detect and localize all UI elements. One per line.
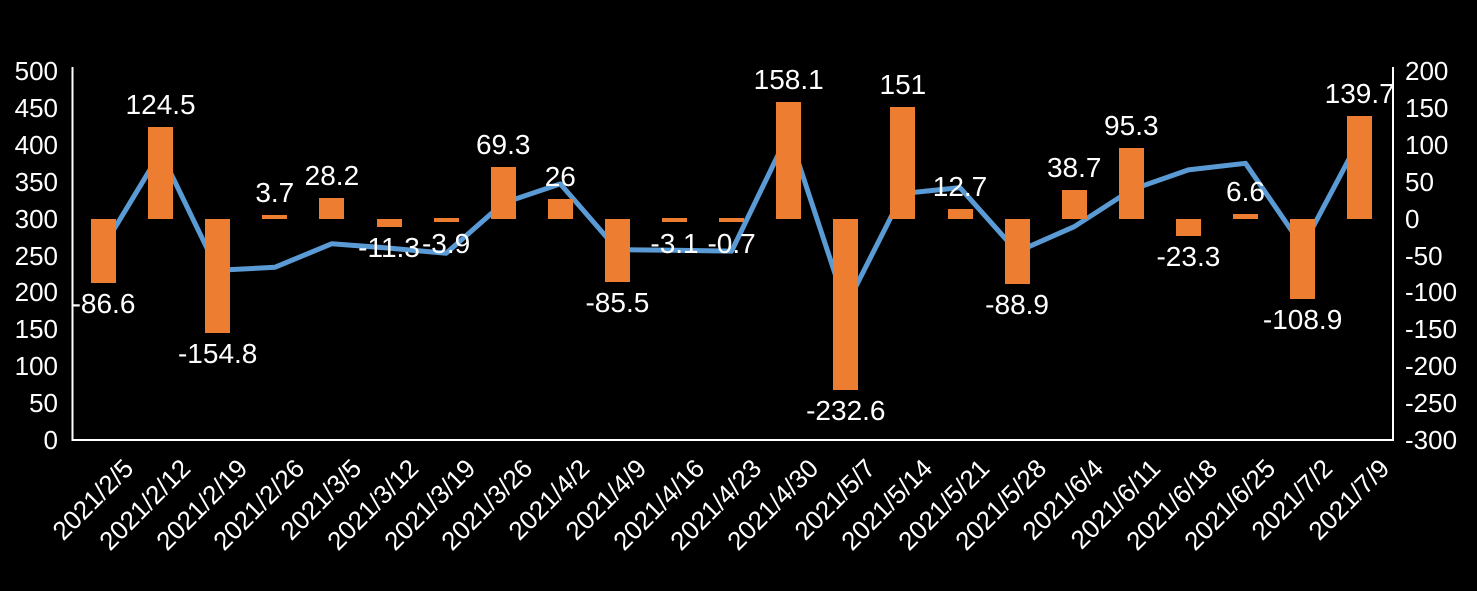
y-axis-left-tick-label: 250: [14, 240, 58, 271]
bar-2021/5/28: [1004, 218, 1030, 285]
bar-data-label: 12.7: [932, 171, 988, 203]
y-axis-left-tick-label: 150: [14, 314, 58, 345]
bar-data-label: 69.3: [475, 129, 531, 161]
bar-data-label: 95.3: [1104, 110, 1159, 142]
bar-2021/5/7: [833, 218, 859, 391]
bar-2021/4/16: [662, 217, 687, 222]
y-axis-left-tick-label: 50: [29, 388, 58, 419]
y-axis-right-tick-label: 100: [1405, 129, 1449, 160]
bar-data-label: 26: [544, 161, 576, 193]
bar-data-label: -11.3: [358, 231, 420, 263]
bar-2021/3/5: [319, 197, 345, 219]
bar-data-label: 158.1: [753, 63, 824, 95]
y-axis-left-tick-label: 400: [14, 129, 58, 160]
y-axis-right-tick-label: -300: [1405, 425, 1458, 455]
y-axis-left-tick-label: 500: [14, 56, 58, 86]
bar-data-label: -3.9: [421, 227, 471, 259]
bar-2021/2/12: [148, 126, 174, 219]
trend-line: [101, 130, 1363, 309]
bar-data-label: -0.7: [707, 227, 756, 259]
y-axis-left-tick-label: 100: [14, 351, 58, 382]
bar-2021/6/25: [1233, 213, 1258, 219]
bar-2021/5/21: [947, 209, 973, 219]
y-axis-left-tick-label: 350: [14, 166, 58, 197]
y-axis-left-tick-label: 300: [14, 203, 58, 234]
y-axis-right-tick-label: -100: [1405, 277, 1458, 308]
bar-data-label: 38.7: [1046, 152, 1102, 184]
bar-data-label: 151: [879, 69, 927, 101]
bar-data-label: -88.9: [985, 289, 1049, 321]
bar-2021/6/18: [1175, 218, 1201, 236]
bar-2021/4/9: [604, 218, 630, 282]
bar-data-label: -232.6: [806, 395, 886, 427]
y-axis-right-tick-label: -150: [1405, 314, 1458, 345]
bar-2021/3/19: [433, 217, 459, 222]
y-axis-left-tick-label: 450: [14, 92, 58, 123]
bar-data-label: -108.9: [1262, 303, 1343, 335]
bar-data-label: -154.8: [177, 337, 258, 369]
y-axis-left-tick-label: 0: [43, 425, 58, 455]
bar-data-label: 6.6: [1226, 175, 1265, 207]
bar-2021/2/19: [205, 218, 231, 333]
bar-2021/6/11: [1118, 148, 1144, 219]
y-axis-right-tick-label: -250: [1405, 388, 1458, 419]
y-axis-right-tick-label: 200: [1405, 56, 1449, 86]
bar-2021/4/23: [719, 217, 745, 222]
bar-data-label: -85.5: [585, 286, 650, 318]
y-axis-right-tick-label: -200: [1405, 351, 1458, 382]
bar-data-label: 3.7: [255, 176, 295, 208]
bar-2021/4/2: [547, 199, 573, 219]
bar-2021/2/5: [91, 218, 116, 283]
y-axis-right-tick-label: 0: [1405, 203, 1420, 234]
y-axis-right-tick-label: 50: [1405, 166, 1434, 197]
bar-2021/7/9: [1347, 115, 1373, 219]
bar-data-label: -86.6: [71, 287, 136, 319]
bar-2021/3/12: [376, 218, 402, 227]
bar-data-label: -23.3: [1156, 240, 1221, 272]
bar-2021/5/14: [890, 107, 916, 219]
y-axis-right-tick-label: 150: [1405, 92, 1449, 123]
bar-2021/6/4: [1061, 190, 1087, 219]
bar-data-label: -3.1: [650, 227, 699, 259]
bar-data-label: 28.2: [304, 159, 360, 191]
bar-2021/3/26: [490, 167, 516, 219]
bar-2021/7/2: [1290, 218, 1316, 299]
bar-data-label: 124.5: [125, 88, 196, 120]
bar-2021/4/30: [776, 101, 802, 219]
bar-2021/2/26: [262, 214, 288, 219]
y-axis-right-tick-label: -50: [1405, 240, 1443, 271]
bar-data-label: 139.7: [1324, 77, 1395, 109]
y-axis-left-tick-label: 200: [14, 277, 58, 308]
